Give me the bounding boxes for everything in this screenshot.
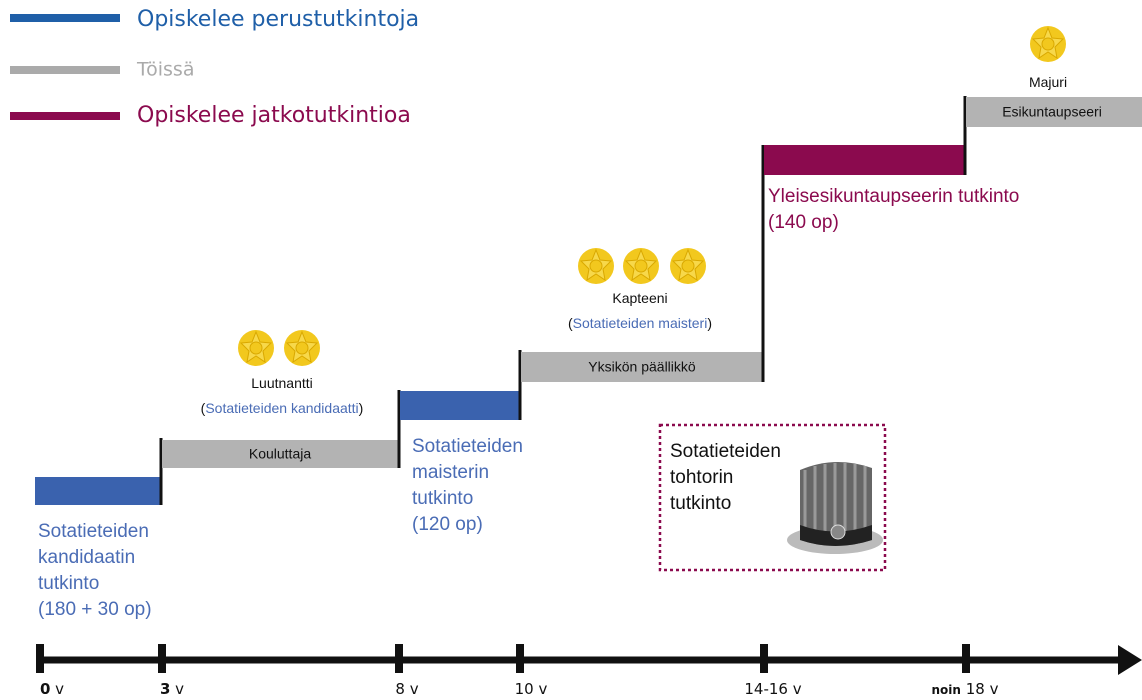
tick-label: 0 v xyxy=(40,680,64,698)
tick-label: 14-16 v xyxy=(744,680,801,698)
timeline: 0 v 3 v 8 v 10 v 14-16 v noin 18 v xyxy=(36,644,1142,698)
tick-value: 0 xyxy=(40,680,50,698)
rank-title: Luutnantti xyxy=(251,375,313,391)
degree-line: Sotatieteiden xyxy=(412,436,523,457)
degree-line: maisterin xyxy=(412,462,489,483)
tick-unit: v xyxy=(55,680,64,698)
degree-line: (180 + 30 op) xyxy=(38,599,152,620)
legend-label: Opiskelee jatkotutkintioa xyxy=(137,103,411,128)
arrowhead xyxy=(1118,645,1142,675)
degree-line: tutkinto xyxy=(38,573,99,594)
legend-swatch xyxy=(10,112,120,120)
postgrad-bar xyxy=(764,145,965,175)
rank-star xyxy=(578,248,614,284)
legend-label: Opiskelee perustutkintoja xyxy=(137,7,419,32)
rank-degree: (Sotatieteiden kandidaatti) xyxy=(201,400,364,416)
tick-value: 18 xyxy=(966,680,985,698)
tick-unit: v xyxy=(410,680,419,698)
tick-unit: v xyxy=(990,680,999,698)
legend-label: Töissä xyxy=(136,59,194,81)
tick-unit: v xyxy=(538,680,547,698)
degree-line: (140 op) xyxy=(768,212,839,233)
doctorate-line: tutkinto xyxy=(670,493,731,514)
step-label: Kouluttaja xyxy=(249,446,311,462)
legend-swatch xyxy=(10,66,120,74)
tick-label: 8 v xyxy=(395,680,418,698)
rank-degree: (Sotatieteiden maisteri) xyxy=(568,315,712,331)
rank-star xyxy=(670,248,706,284)
career-diagram: Opiskelee perustutkintoja Töissä Opiskel… xyxy=(0,0,1142,700)
step-label: Esikuntaupseeri xyxy=(1002,104,1102,120)
tick-label: noin 18 v xyxy=(932,680,999,698)
doctorate-line: Sotatieteiden xyxy=(670,441,781,462)
doctoral-hat xyxy=(787,462,883,554)
rank-title: Kapteeni xyxy=(612,290,667,306)
tick-label: 3 v xyxy=(160,680,184,698)
tick-unit: v xyxy=(175,680,184,698)
degree-line: Sotatieteiden xyxy=(38,521,149,542)
tick-label: 10 v xyxy=(515,680,548,698)
degree-line: kandidaatin xyxy=(38,547,135,568)
doctorate-label: Sotatieteiden tohtorin tutkinto xyxy=(670,441,786,514)
rank-star xyxy=(284,330,320,366)
degree: Sotatieteiden kandidaatin tutkinto (180 … xyxy=(38,521,154,620)
rank-title: Majuri xyxy=(1029,74,1067,90)
study-bar xyxy=(35,477,160,505)
rank-star xyxy=(1030,26,1066,62)
doctorate-box: Sotatieteiden tohtorin tutkinto xyxy=(660,425,885,570)
rank-star xyxy=(238,330,274,366)
study-bar xyxy=(400,391,520,420)
degree-line: (120 op) xyxy=(412,514,483,535)
tick-prefix: noin xyxy=(932,683,961,697)
legend-swatch xyxy=(10,14,120,22)
degree-line: tutkinto xyxy=(412,488,473,509)
steps: Kouluttaja Yksikön päällikkö Esikuntaups… xyxy=(35,96,1142,505)
legend: Opiskelee perustutkintoja Töissä Opiskel… xyxy=(10,7,419,128)
tick-value: 8 xyxy=(395,680,405,698)
rank-degree-name: Sotatieteiden maisteri xyxy=(573,315,708,331)
paren: ) xyxy=(359,400,364,416)
degree: Yleisesikuntaupseerin tutkinto (140 op) xyxy=(768,186,1025,233)
rank-star xyxy=(623,248,659,284)
rank-degree-name: Sotatieteiden kandidaatti xyxy=(205,400,358,416)
paren: ) xyxy=(707,315,712,331)
tick-value: 14-16 xyxy=(744,680,788,698)
degree: Sotatieteiden maisterin tutkinto (120 op… xyxy=(412,436,528,535)
step-label: Yksikön päällikkö xyxy=(588,359,696,375)
tick-value: 3 xyxy=(160,680,170,698)
doctorate-line: tohtorin xyxy=(670,467,733,488)
degree-line: Yleisesikuntaupseerin tutkinto xyxy=(768,186,1019,207)
tick-unit: v xyxy=(793,680,802,698)
tick-value: 10 xyxy=(515,680,534,698)
